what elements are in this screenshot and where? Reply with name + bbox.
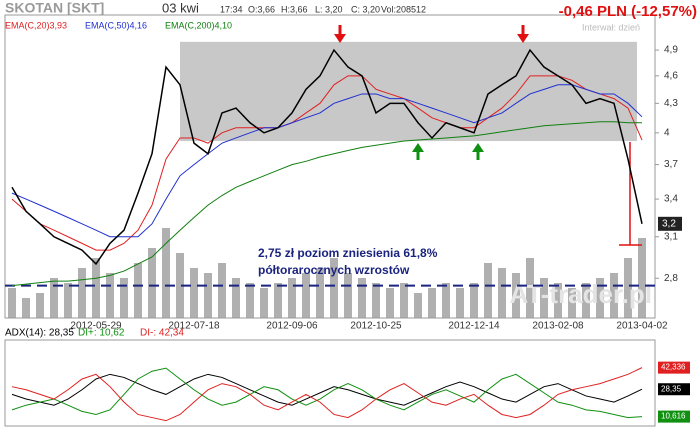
line (11, 121, 642, 287)
volume-bar (582, 283, 590, 318)
change: -0,46 PLN (-12,57%) (559, 3, 697, 20)
legend-entry: EMA(C,50)4,16 (85, 20, 147, 30)
volume-text: Vol:208512 (381, 4, 426, 14)
channel (180, 41, 637, 142)
line (11, 373, 643, 406)
volume-bar (120, 278, 128, 318)
volume-bar (386, 288, 394, 318)
volume-bar (8, 288, 16, 318)
watermark: AT-trader.pl (509, 279, 652, 309)
volume-bar (414, 293, 422, 318)
high: H:3,66 (281, 4, 308, 14)
volume-bar (372, 283, 380, 318)
x-tick-label: 2012-07-18 (168, 321, 220, 332)
arrows (334, 25, 642, 246)
y-tick-label: 3,1 (664, 231, 678, 242)
volume-bar (302, 273, 310, 318)
volume-bar (400, 283, 408, 318)
volume-bar (134, 263, 142, 318)
volume-bar (624, 258, 632, 318)
volume-bar (36, 293, 44, 318)
value-badge (658, 410, 690, 423)
time: 17:34 (220, 4, 243, 14)
volume-bar (162, 228, 170, 318)
volume-bar (330, 258, 338, 318)
line (11, 48, 643, 266)
volume-bar (64, 283, 72, 318)
annotation: 2,75 zł poziom zniesienia 61,8% (258, 246, 438, 260)
y-tick-label: 4 (664, 127, 670, 138)
y-tick-label: 4,6 (664, 70, 678, 81)
volume-bar (148, 248, 156, 318)
legend-entry: EMA(C,200)4,10 (165, 20, 232, 30)
y-tick-label: 3,4 (664, 194, 678, 205)
volume-bar (610, 273, 618, 318)
line (11, 75, 643, 251)
volume-bar (316, 268, 324, 318)
ticker: SKOTAN [SKT] (5, 0, 104, 16)
volume-bar (106, 273, 114, 318)
price-badge-label: 3,2 (662, 218, 676, 229)
volume-bar (540, 278, 548, 318)
line (11, 367, 643, 422)
volume-bar (190, 268, 198, 318)
value-badge (658, 383, 690, 396)
value-badge (658, 361, 690, 374)
price-badge (658, 216, 682, 231)
volume-bar (470, 283, 478, 318)
value-badge-label: 10,616 (661, 412, 686, 421)
volume-bar (428, 288, 436, 318)
volume-bar (442, 283, 450, 318)
volume-bar (176, 253, 184, 318)
legend-entry: DI-: 42,34 (140, 328, 184, 339)
x-tick-label: 2012-09-06 (266, 321, 318, 332)
line (11, 367, 643, 419)
adx-frame (4, 339, 656, 427)
volume-bar (456, 288, 464, 318)
value-badge-label: 28,35 (661, 384, 682, 393)
price-frame (4, 14, 656, 319)
volume-bar (246, 283, 254, 318)
y-tick-label: 3,7 (664, 159, 678, 170)
legend-entry: EMA(C,20)3,93 (5, 20, 67, 30)
volume-bar (498, 268, 506, 318)
volume-bar (22, 298, 30, 318)
annotation: półtorarocznych wzrostów (258, 263, 410, 277)
volume-bar (232, 278, 240, 318)
date: 03 kwi (162, 0, 199, 15)
y-tick-label: 2,8 (664, 273, 678, 284)
x-tick-label: 2013-02-08 (532, 321, 584, 332)
x-tick-label: 2012-12-14 (448, 321, 500, 332)
volume-bar (204, 273, 212, 318)
volume-bar (288, 278, 296, 318)
volume-bar (218, 263, 226, 318)
volume-bar (484, 263, 492, 318)
volume-bar (638, 238, 646, 318)
volume-bar (568, 288, 576, 318)
legend-entry: DI+: 10,62 (78, 328, 125, 339)
volume-bar (78, 268, 86, 318)
volume-bar (554, 283, 562, 318)
volume-bar (260, 288, 268, 318)
volume-bar (92, 258, 100, 318)
x-tick-label: 2012-05-29 (70, 321, 122, 332)
open: O:3,66 (248, 4, 275, 14)
volume-bar (512, 273, 520, 318)
close: C: 3,20 (351, 4, 380, 14)
y-tick-label: 4,9 (664, 45, 678, 56)
x-tick-label: 2012-10-25 (350, 321, 402, 332)
legend-entry: ADX(14): 28,35 (5, 328, 74, 339)
volume-bar (50, 278, 58, 318)
interval: Interwał: dzień (582, 22, 640, 32)
volume-bar (274, 283, 282, 318)
x-tick-label: 2013-04-02 (616, 321, 668, 332)
volume-bar (526, 258, 534, 318)
low: L: 3,20 (315, 4, 343, 14)
value-badge-label: 42,336 (661, 363, 686, 372)
volume-bar (596, 278, 604, 318)
y-tick-label: 4,3 (664, 98, 678, 109)
volume-bar (344, 273, 352, 318)
volume-bar (358, 278, 366, 318)
